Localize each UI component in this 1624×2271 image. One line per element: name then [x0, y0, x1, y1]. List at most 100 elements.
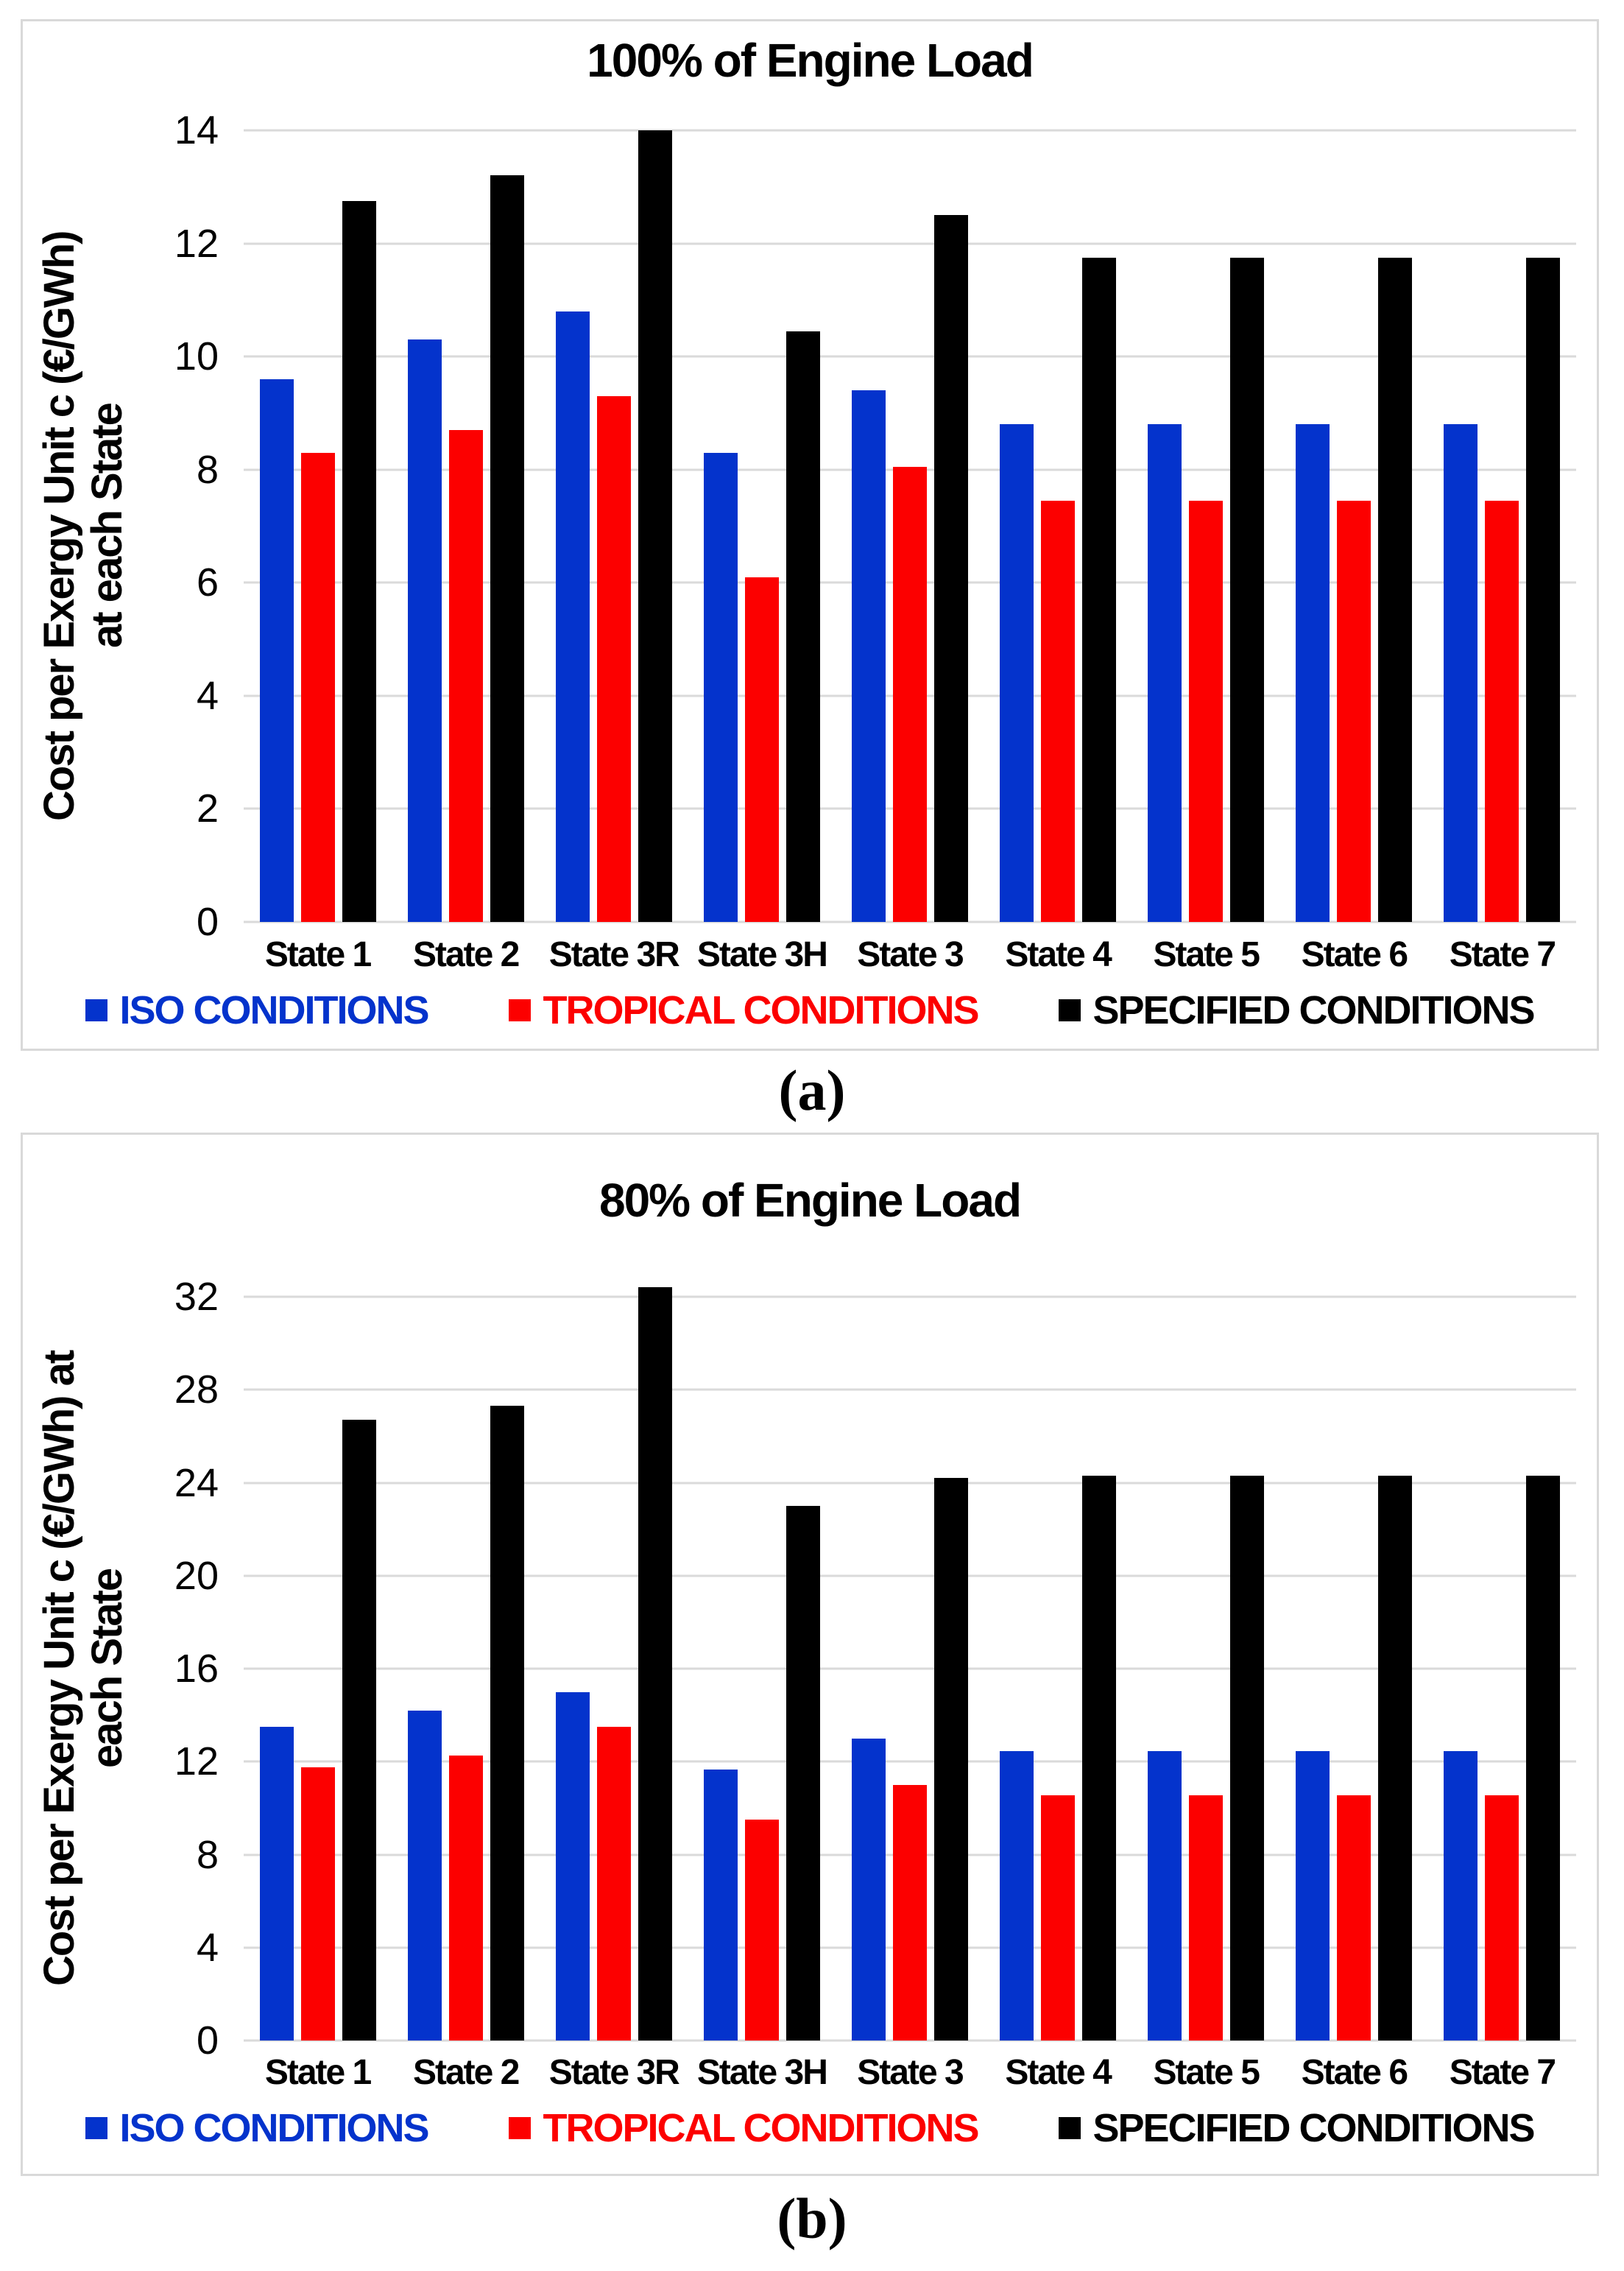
y-axis-ticks: 0 2 4 6 8 10 12 14 — [119, 110, 229, 942]
bar-specified-state-1 — [342, 1420, 376, 2041]
bar-iso-state-4 — [1000, 1751, 1034, 2041]
y-tick-label-20: 20 — [174, 1553, 219, 1598]
legend-item-iso: ISO CONDITIONS — [85, 987, 429, 1033]
y-tick-label-12: 12 — [174, 221, 219, 266]
legend-label-specified: SPECIFIED CONDITIONS — [1092, 2106, 1535, 2150]
legend-label-tropical: TROPICAL CONDITIONS — [543, 988, 979, 1032]
bar-specified-state-5 — [1230, 257, 1265, 922]
bar-iso-state-3 — [851, 390, 886, 922]
bar-group-state-6 — [1280, 130, 1428, 922]
x-label-state-6: State 6 — [1301, 935, 1408, 974]
bar-tropical-state-7 — [1485, 500, 1519, 922]
bar-specified-state-1 — [342, 200, 376, 922]
bars-row — [244, 130, 1576, 922]
bar-specified-state-7 — [1526, 1476, 1561, 2041]
bar-tropical-state-6 — [1337, 500, 1371, 922]
gridline-y-12 — [244, 1760, 1576, 1763]
legend-item-tropical: TROPICAL CONDITIONS — [509, 987, 979, 1033]
bar-tropical-state-3r — [596, 1726, 631, 2041]
caption-a: (a) — [778, 1058, 846, 1122]
bar-specified-state-3h — [785, 331, 820, 922]
bar-group-state-4 — [984, 1297, 1132, 2041]
x-label-state-3h: State 3H — [696, 2053, 828, 2092]
x-label-state-4: State 4 — [1005, 2053, 1112, 2092]
bar-group-state-7 — [1428, 1297, 1576, 2041]
bar-iso-state-5 — [1148, 1751, 1182, 2041]
plot-area — [244, 129, 1576, 923]
legend-swatch-specified — [1059, 2117, 1081, 2139]
x-label-state-3: State 3 — [857, 2053, 964, 2092]
bar-iso-state-3r — [555, 311, 590, 922]
x-label-state-3r: State 3R — [548, 2053, 680, 2092]
x-label-state-6: State 6 — [1301, 2053, 1408, 2092]
bar-specified-state-6 — [1378, 1476, 1413, 2041]
y-tick-label-6: 6 — [196, 560, 219, 605]
y-tick-label-2: 2 — [196, 786, 219, 831]
bar-iso-state-4 — [1000, 424, 1034, 922]
legend-label-iso: ISO CONDITIONS — [119, 2106, 429, 2150]
bar-group-state-2 — [392, 130, 540, 922]
bar-group-state-3h — [688, 1297, 836, 2041]
bar-iso-state-3r — [555, 1691, 590, 2041]
bar-iso-state-7 — [1444, 424, 1478, 922]
legend-swatch-specified — [1059, 999, 1081, 1021]
chart-title: 80% of Engine Load — [599, 1174, 1022, 1227]
gridline-y-0 — [244, 2039, 1576, 2042]
gridline-y-24 — [244, 1482, 1576, 1484]
bar-group-state-3r — [540, 1287, 688, 2041]
bar-tropical-state-3h — [744, 1820, 779, 2041]
bar-specified-state-3r — [638, 130, 672, 922]
bar-tropical-state-4 — [1041, 1795, 1076, 2041]
bar-tropical-state-4 — [1041, 500, 1076, 922]
caption-b: (b) — [777, 2186, 847, 2250]
y-tick-label-14: 14 — [174, 108, 219, 152]
bar-iso-state-6 — [1296, 424, 1330, 922]
y-tick-label-28: 28 — [174, 1367, 219, 1412]
gridline-y-0 — [244, 920, 1576, 923]
bar-tropical-state-5 — [1189, 500, 1224, 922]
bar-specified-state-3r — [638, 1287, 672, 2041]
legend-label-tropical: TROPICAL CONDITIONS — [543, 2106, 979, 2150]
bar-group-state-7 — [1428, 130, 1576, 922]
x-label-state-4: State 4 — [1005, 935, 1112, 974]
legend: ISO CONDITIONS TROPICAL CONDITIONS SPECIFI… — [23, 987, 1597, 1033]
bar-tropical-state-3r — [596, 395, 631, 922]
bar-specified-state-3 — [933, 215, 968, 922]
x-label-state-2: State 2 — [412, 935, 520, 974]
bar-group-state-5 — [1132, 130, 1280, 922]
x-label-state-3h: State 3H — [696, 935, 828, 974]
x-axis-labels: State 1 State 2 State 3R State 3H State 3 Sta… — [244, 934, 1576, 975]
bar-group-state-2 — [392, 1297, 540, 2041]
bar-group-state-3h — [688, 130, 836, 922]
bar-iso-state-1 — [259, 378, 294, 922]
bar-tropical-state-3 — [892, 466, 927, 922]
y-tick-label-0: 0 — [196, 2018, 219, 2063]
bar-specified-state-6 — [1378, 257, 1413, 922]
gridline-y-16 — [244, 1667, 1576, 1670]
bar-tropical-state-3h — [744, 577, 779, 922]
bar-group-state-1 — [244, 1297, 392, 2041]
legend-label-iso: ISO CONDITIONS — [119, 988, 429, 1032]
gridline-y-14 — [244, 129, 1576, 132]
y-tick-label-24: 24 — [174, 1460, 219, 1505]
y-axis-title-line1: Cost per Exergy Unit c (€/GWh) at — [35, 1351, 83, 1987]
bar-group-state-3r — [540, 130, 688, 922]
gridline-y-20 — [244, 1574, 1576, 1577]
x-label-state-5: State 5 — [1153, 2053, 1260, 2092]
chart-panel-100-load: 100% of Engine Load Cost per Exergy Unit… — [21, 19, 1599, 1051]
y-tick-label-8: 8 — [196, 447, 219, 492]
bar-group-state-3 — [836, 1297, 984, 2041]
legend: ISO CONDITIONS TROPICAL CONDITIONS SPECIFI… — [23, 2105, 1597, 2151]
bar-tropical-state-3 — [892, 1784, 927, 2041]
bar-iso-state-3 — [851, 1738, 886, 2041]
x-label-state-5: State 5 — [1153, 935, 1260, 974]
chart-panel-80-load: 80% of Engine Load Cost per Exergy Unit … — [21, 1133, 1599, 2176]
x-axis-labels: State 1 State 2 State 3R State 3H State 3 Sta… — [244, 2052, 1576, 2093]
bar-specified-state-4 — [1082, 1476, 1117, 2041]
bar-specified-state-3 — [933, 1478, 968, 2041]
x-label-state-2: State 2 — [412, 2053, 520, 2092]
gridline-y-32 — [244, 1295, 1576, 1298]
bar-iso-state-3h — [703, 452, 738, 922]
bars-row — [244, 1287, 1576, 2041]
x-label-state-3r: State 3R — [548, 935, 680, 974]
